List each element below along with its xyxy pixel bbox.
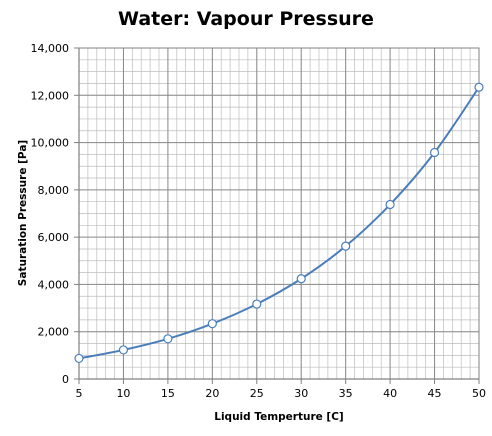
x-tick-label: 40 — [383, 387, 397, 400]
data-point-50c — [474, 82, 484, 92]
x-tick-label: 20 — [205, 387, 219, 400]
data-point-30c — [296, 274, 306, 284]
x-tick-label: 10 — [116, 387, 130, 400]
y-tick-label: 14,000 — [31, 42, 70, 55]
y-tick-label: 4,000 — [38, 278, 70, 291]
x-tick-label: 25 — [250, 387, 264, 400]
data-point-45c — [429, 147, 440, 158]
data-series — [78, 86, 480, 360]
data-point-10c — [118, 345, 129, 355]
x-tick-label: 45 — [428, 387, 442, 400]
y-tick-label: 0 — [62, 373, 69, 386]
data-point-35c — [341, 241, 351, 251]
y-tick-label: 2,000 — [38, 326, 70, 339]
vapour-pressure-line — [78, 86, 480, 360]
x-axis-title: Liquid Temperture [C] — [214, 411, 343, 423]
y-tick-label: 6,000 — [38, 231, 70, 244]
y-axis-title: Saturation Pressure [Pa] — [17, 140, 29, 286]
data-markers — [74, 82, 484, 364]
chart-title: Water: Vapour Pressure — [118, 8, 374, 30]
data-point-15c — [163, 334, 173, 344]
x-tick-label: 5 — [76, 387, 83, 400]
data-point-25c — [252, 299, 262, 309]
data-point-20c — [207, 319, 217, 329]
x-tick-label: 15 — [161, 387, 175, 400]
axes — [74, 47, 480, 384]
x-tick-label: 30 — [294, 387, 308, 400]
y-tick-label: 8,000 — [38, 184, 70, 197]
data-point-5c — [74, 353, 84, 364]
data-point-40c — [385, 199, 395, 210]
y-tick-label: 10,000 — [31, 137, 70, 150]
x-tick-label: 35 — [339, 387, 353, 400]
y-tick-label: 12,000 — [31, 89, 70, 102]
tick-labels: 5 10 15 20 25 30 35 40 45 50 0 2,000 4,000 6,000 8,000… — [31, 42, 487, 400]
x-tick-label: 50 — [472, 387, 486, 400]
